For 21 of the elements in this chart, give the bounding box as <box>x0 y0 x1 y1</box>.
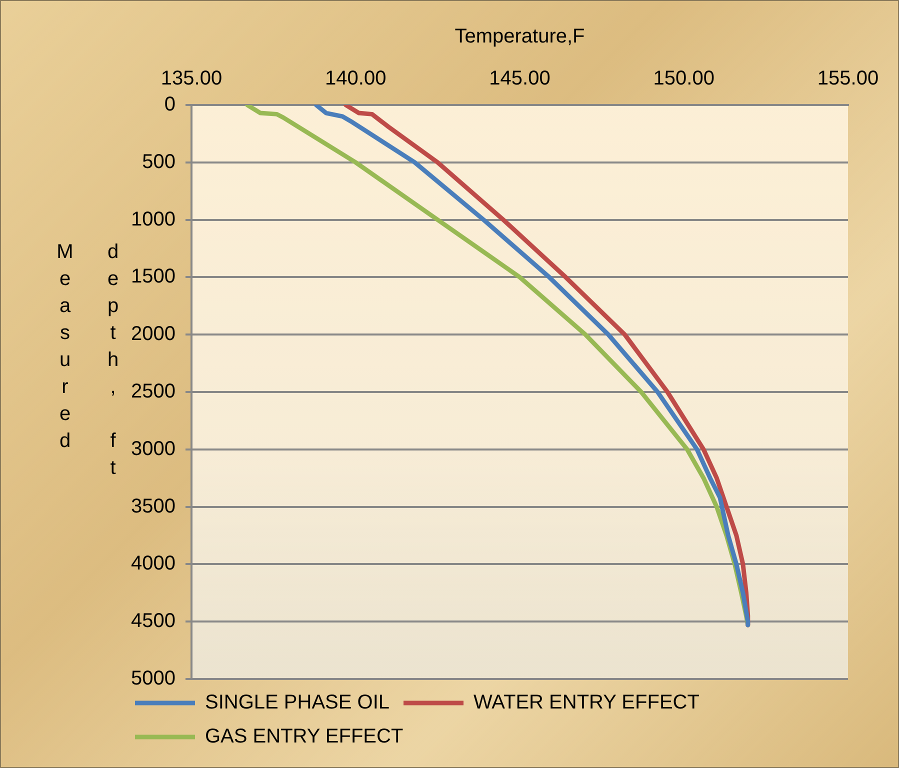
legend-label: GAS ENTRY EFFECT <box>205 726 404 748</box>
x-tick-label: 155.00 <box>817 68 879 90</box>
y-tick-label: 0 <box>164 94 176 116</box>
y-tick-label: 4500 <box>130 610 176 632</box>
legend-label: WATER ENTRY EFFECT <box>474 692 700 714</box>
x-tick-label: 135.00 <box>160 68 222 90</box>
y-tick-label: 1000 <box>130 208 176 230</box>
y-tick-label: 1500 <box>130 266 176 288</box>
y-tick-label: 2500 <box>130 380 176 403</box>
y-tick-label: 2000 <box>130 323 176 346</box>
y-tick-label: 3500 <box>130 495 176 518</box>
y-tick-label: 5000 <box>130 668 176 690</box>
text: Measured depth, ft <box>54 241 124 484</box>
y-tick-label: 4000 <box>130 552 176 575</box>
x-axis-title: Temperature,F <box>454 26 585 48</box>
x-tick-label: 150.00 <box>653 68 714 90</box>
x-tick-label: 145.00 <box>489 68 550 90</box>
y-tick-label: 3000 <box>130 438 176 460</box>
legend-label: SINGLE PHASE OIL <box>205 692 390 714</box>
x-tick-label: 140.00 <box>325 68 386 90</box>
y-tick-label: 500 <box>142 150 176 173</box>
